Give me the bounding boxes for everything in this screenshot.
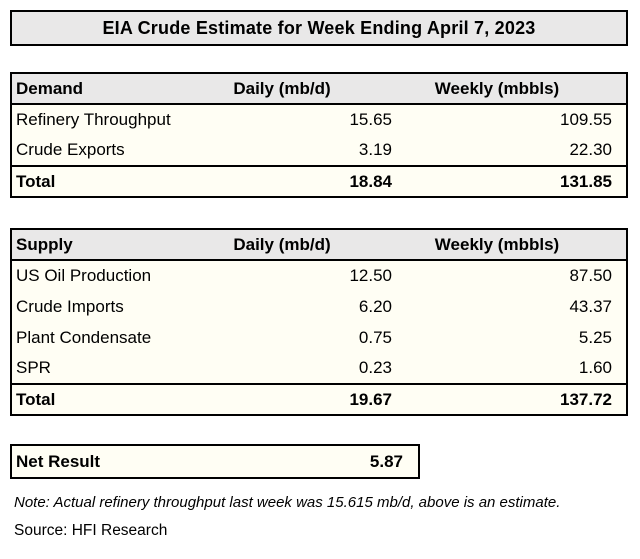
net-result-value: 5.87 (369, 451, 403, 471)
cell-weekly: 131.85 (404, 165, 627, 197)
cell-weekly: 87.50 (569, 266, 612, 285)
cell-daily: 3.19 (358, 140, 392, 159)
daily-column-header: Daily (mb/d) (204, 73, 404, 105)
cell-label: US Oil Production (16, 266, 152, 285)
cell-label: Plant Condensate (16, 327, 152, 347)
table-row: Crude Imports 6.20 43.37 (11, 291, 627, 322)
table-row: Crude Exports 3.19 22.30 (11, 135, 627, 166)
cell-daily: 12.50 (349, 266, 392, 285)
note-text: Note: Actual refinery throughput last we… (14, 494, 561, 511)
cell-label: Crude Imports (16, 296, 124, 316)
net-result-box: Net Result 5.87 (10, 444, 420, 479)
daily-column-header: Daily (mb/d) (204, 229, 404, 261)
cell-daily: 18.84 (204, 165, 404, 197)
supply-table: Supply Daily (mb/d) Weekly (mbbls) US Oi… (10, 228, 628, 416)
supply-column-header: Supply (11, 229, 204, 261)
net-result-label: Net Result (16, 451, 101, 471)
demand-total-row: Total 18.84 131.85 (11, 165, 627, 197)
cell-daily: 6.20 (358, 296, 392, 316)
table-row: US Oil Production 12.50 87.50 (11, 260, 627, 291)
demand-table: Demand Daily (mb/d) Weekly (mbbls) Refin… (10, 72, 628, 198)
cell-daily: 19.67 (204, 383, 404, 415)
cell-weekly: 5.25 (578, 327, 612, 347)
table-row: Plant Condensate 0.75 5.25 (11, 322, 627, 353)
cell-weekly: 22.30 (569, 140, 612, 159)
table-row: Refinery Throughput 15.65 109.55 (11, 104, 627, 135)
supply-header-row: Supply Daily (mb/d) Weekly (mbbls) (11, 229, 627, 261)
demand-header-row: Demand Daily (mb/d) Weekly (mbbls) (11, 73, 627, 105)
cell-label: Refinery Throughput (16, 110, 171, 129)
report-title-text: EIA Crude Estimate for Week Ending April… (102, 17, 536, 38)
report-title: EIA Crude Estimate for Week Ending April… (10, 10, 628, 46)
cell-daily: 0.23 (358, 358, 392, 377)
cell-daily: 15.65 (349, 110, 392, 129)
cell-weekly: 1.60 (578, 358, 612, 377)
weekly-column-header: Weekly (mbbls) (404, 73, 627, 105)
cell-label: Total (11, 383, 204, 415)
cell-label: SPR (16, 358, 51, 377)
cell-label: Crude Exports (16, 140, 125, 159)
cell-daily: 0.75 (358, 327, 392, 347)
cell-weekly: 109.55 (560, 110, 612, 129)
cell-label: Total (11, 165, 204, 197)
demand-column-header: Demand (11, 73, 204, 105)
cell-weekly: 43.37 (569, 296, 612, 316)
table-row: SPR 0.23 1.60 (11, 353, 627, 384)
source-text: Source: HFI Research (14, 522, 168, 539)
supply-total-row: Total 19.67 137.72 (11, 383, 627, 415)
cell-weekly: 137.72 (404, 383, 627, 415)
weekly-column-header: Weekly (mbbls) (404, 229, 627, 261)
